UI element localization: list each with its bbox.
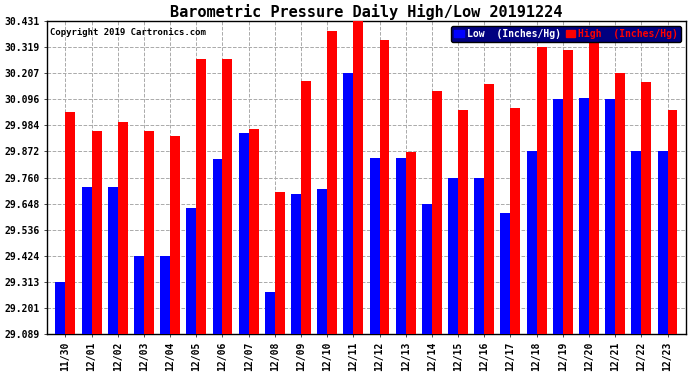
- Bar: [134, 256, 144, 334]
- Bar: [344, 74, 353, 334]
- Bar: [658, 152, 667, 334]
- Bar: [511, 108, 520, 334]
- Bar: [248, 129, 259, 334]
- Bar: [667, 110, 678, 334]
- Bar: [474, 178, 484, 334]
- Bar: [265, 292, 275, 334]
- Bar: [484, 84, 494, 334]
- Title: Barometric Pressure Daily High/Low 20191224: Barometric Pressure Daily High/Low 20191…: [170, 4, 562, 20]
- Bar: [406, 152, 415, 334]
- Bar: [396, 158, 406, 334]
- Bar: [537, 47, 546, 334]
- Bar: [196, 59, 206, 334]
- Bar: [81, 187, 92, 334]
- Bar: [317, 189, 327, 334]
- Bar: [327, 31, 337, 334]
- Bar: [615, 74, 625, 334]
- Bar: [605, 99, 615, 334]
- Bar: [92, 131, 101, 334]
- Bar: [66, 112, 75, 334]
- Bar: [222, 59, 233, 334]
- Bar: [448, 178, 458, 334]
- Bar: [589, 38, 599, 334]
- Bar: [500, 213, 511, 334]
- Bar: [432, 92, 442, 334]
- Bar: [353, 21, 364, 334]
- Bar: [422, 204, 432, 334]
- Text: Copyright 2019 Cartronics.com: Copyright 2019 Cartronics.com: [50, 28, 206, 37]
- Bar: [170, 136, 180, 334]
- Bar: [144, 131, 154, 334]
- Bar: [641, 82, 651, 334]
- Bar: [118, 122, 128, 334]
- Bar: [239, 134, 248, 334]
- Bar: [631, 152, 641, 334]
- Bar: [553, 99, 563, 334]
- Bar: [458, 110, 468, 334]
- Bar: [301, 81, 311, 334]
- Bar: [55, 282, 66, 334]
- Bar: [213, 159, 222, 334]
- Bar: [275, 192, 285, 334]
- Bar: [186, 208, 196, 334]
- Bar: [380, 40, 389, 334]
- Bar: [108, 187, 118, 334]
- Legend: Low  (Inches/Hg), High  (Inches/Hg): Low (Inches/Hg), High (Inches/Hg): [451, 26, 681, 42]
- Bar: [526, 152, 537, 334]
- Bar: [563, 50, 573, 334]
- Bar: [160, 256, 170, 334]
- Bar: [579, 98, 589, 334]
- Bar: [291, 194, 301, 334]
- Bar: [370, 158, 380, 334]
